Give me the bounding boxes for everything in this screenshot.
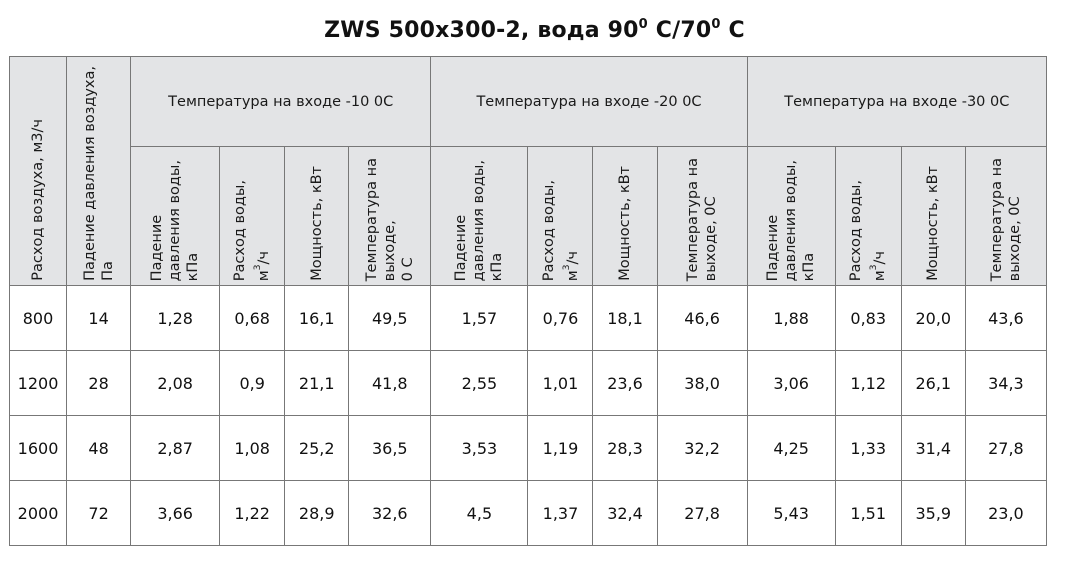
table-cell: 1,12 [834,350,902,416]
table-cell: 23,0 [964,480,1048,546]
table-cell: 3,06 [746,350,836,416]
group-header-inlet-minus-30: Температура на входе -30 0С [746,56,1048,147]
table-cell: 28 [66,350,132,416]
table-row: 800 14 1,28 0,68 16,1 49,5 1,57 0,76 18,1 46,6 1,8… [8,285,1048,351]
table-cell: 800 [8,285,68,351]
table-cell: 0,9 [219,350,286,416]
table-cell: 21,1 [284,350,350,416]
table-cell: 3,53 [430,415,529,481]
table-cell: 34,3 [964,350,1048,416]
table-row: 1200 28 2,08 0,9 21,1 41,8 2,55 1,01 23,6 38,0 3,0… [8,350,1048,416]
header-air-pressure-drop: Падение давления воздуха, Па [66,56,132,286]
table-cell: 1,28 [130,285,221,351]
subheader-water-flow: Расход воды, м3/ч [527,146,594,286]
table-cell: 32,2 [656,415,748,481]
table-cell: 1,33 [834,415,902,481]
table-cell: 31,4 [900,415,966,481]
table-cell: 18,1 [592,285,658,351]
table-cell: 1200 [8,350,68,416]
table-cell: 1,19 [527,415,594,481]
table-cell: 25,2 [284,415,350,481]
table-cell: 1,22 [219,480,286,546]
table-cell: 41,8 [348,350,432,416]
subheader-power: Мощность, кВт [592,146,658,286]
performance-table: Расход воздуха, м3/ч Падение давления во… [8,56,1048,546]
subheader-power: Мощность, кВт [284,146,350,286]
table-cell: 1,08 [219,415,286,481]
table-cell: 1,51 [834,480,902,546]
subheader-water-pressure-drop: Падение давления воды, кПа [130,146,221,286]
table-cell: 48 [66,415,132,481]
table-cell: 2,55 [430,350,529,416]
table-cell: 16,1 [284,285,350,351]
table-cell: 2,87 [130,415,221,481]
table-cell: 4,5 [430,480,529,546]
table-cell: 0,76 [527,285,594,351]
table-body: 800 14 1,28 0,68 16,1 49,5 1,57 0,76 18,1 46,6 1,8… [8,285,1048,546]
table-cell: 32,6 [348,480,432,546]
table-cell: 3,66 [130,480,221,546]
table-cell: 32,4 [592,480,658,546]
subheader-power: Мощность, кВт [900,146,966,286]
table-cell: 14 [66,285,132,351]
table-cell: 28,3 [592,415,658,481]
subheader-outlet-temperature: Температура на выходе, 0С [656,146,748,286]
subheader-water-flow: Расход воды, м3/ч [219,146,286,286]
table-cell: 2,08 [130,350,221,416]
table-cell: 5,43 [746,480,836,546]
table-cell: 1600 [8,415,68,481]
table-row: 1600 48 2,87 1,08 25,2 36,5 3,53 1,19 28,3 32,2 4,… [8,415,1048,481]
table-cell: 43,6 [964,285,1048,351]
group-header-inlet-minus-20: Температура на входе -20 0С [430,56,748,147]
table-cell: 1,57 [430,285,529,351]
table-cell: 35,9 [900,480,966,546]
table-cell: 20,0 [900,285,966,351]
subheader-water-pressure-drop: Падение давления воды, кПа [430,146,529,286]
table-cell: 38,0 [656,350,748,416]
subheader-outlet-temperature: Температура на выходе, 0 С [348,146,432,286]
table-cell: 46,6 [656,285,748,351]
page-title: ZWS 500x300-2, вода 900 C/700 C [324,17,745,43]
subheader-water-flow: Расход воды, м3/ч [834,146,902,286]
table-cell: 26,1 [900,350,966,416]
table-cell: 27,8 [656,480,748,546]
table-cell: 1,01 [527,350,594,416]
table-cell: 2000 [8,480,68,546]
table-row: 2000 72 3,66 1,22 28,9 32,6 4,5 1,37 32,4 27,8 5,4… [8,480,1048,546]
header-airflow: Расход воздуха, м3/ч [8,56,68,286]
table-cell: 49,5 [348,285,432,351]
table-cell: 36,5 [348,415,432,481]
table-cell: 1,88 [746,285,836,351]
table-cell: 1,37 [527,480,594,546]
table-cell: 0,68 [219,285,286,351]
table-cell: 23,6 [592,350,658,416]
group-header-inlet-minus-10: Температура на входе -10 0С [130,56,432,147]
table-cell: 28,9 [284,480,350,546]
table-cell: 72 [66,480,132,546]
table-cell: 27,8 [964,415,1048,481]
subheader-outlet-temperature: Температура на выходе, 0С [964,146,1048,286]
table-cell: 0,83 [834,285,902,351]
table-cell: 4,25 [746,415,836,481]
subheader-water-pressure-drop: Падение давления воды, кПа [746,146,836,286]
